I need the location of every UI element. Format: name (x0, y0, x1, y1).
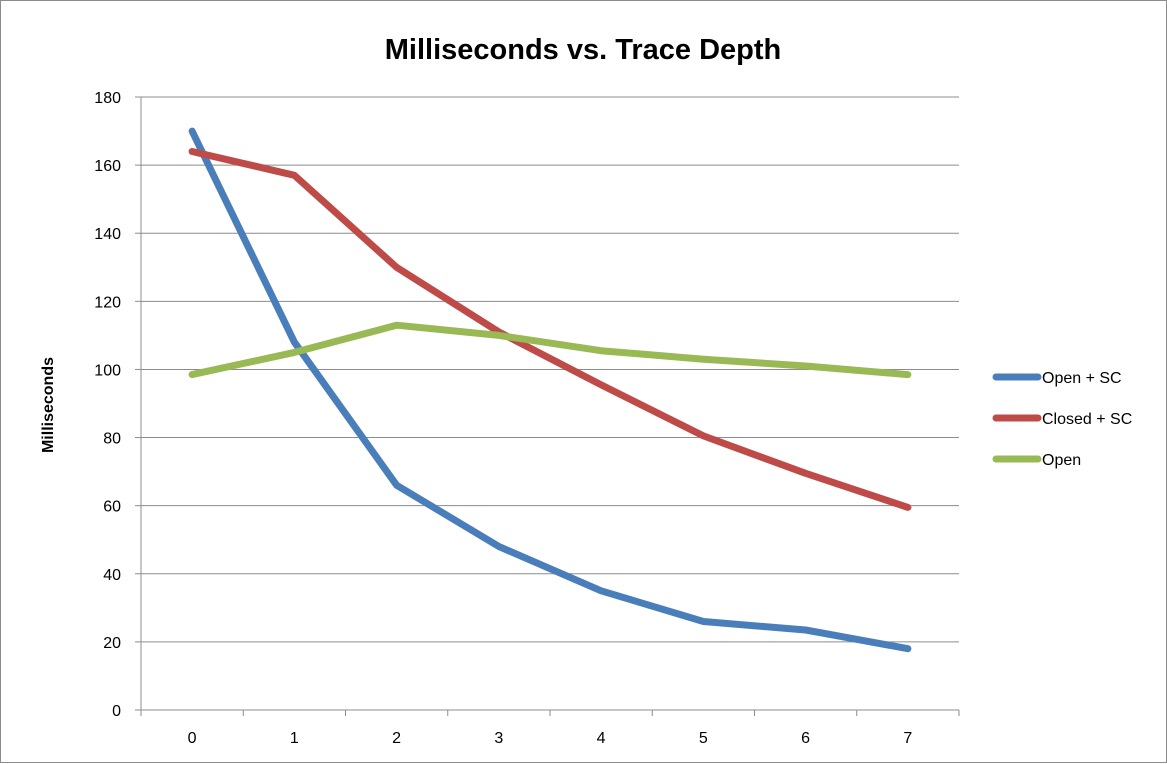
x-tick-label: 3 (494, 730, 503, 747)
legend-label: Closed + SC (1042, 411, 1132, 428)
y-tick-label: 140 (94, 226, 121, 243)
y-tick-label: 60 (103, 499, 121, 516)
y-tick-label: 40 (103, 567, 121, 584)
series-line-closed-sc (188, 148, 912, 511)
x-tick-label: 1 (290, 730, 299, 747)
y-tick-label: 180 (94, 90, 121, 107)
x-tick-labels: 0 1 2 3 4 5 6 7 (188, 730, 913, 747)
y-tick-label: 20 (103, 635, 121, 652)
series-lines (188, 127, 912, 653)
x-tick-label: 7 (903, 730, 912, 747)
axes (135, 96, 960, 716)
y-tick-label: 100 (94, 362, 121, 379)
legend-label: Open (1042, 452, 1081, 469)
y-tick-label: 0 (112, 703, 121, 720)
y-tick-labels: 0 20 40 60 80 100 120 140 160 180 (94, 90, 121, 720)
series-line-open-sc (188, 127, 912, 653)
x-tick-label: 0 (188, 730, 197, 747)
chart-title: Milliseconds vs. Trace Depth (385, 34, 781, 66)
y-tick-label: 120 (94, 294, 121, 311)
x-tick-label: 4 (597, 730, 606, 747)
legend: Open + SC Closed + SC Open (992, 370, 1132, 469)
y-tick-label: 160 (94, 158, 121, 175)
series-line-open (188, 321, 912, 379)
y-axis-label: Milliseconds (40, 357, 57, 453)
x-tick-label: 5 (699, 730, 708, 747)
x-tick-label: 6 (801, 730, 810, 747)
x-tick-label: 2 (392, 730, 401, 747)
y-tick-label: 80 (103, 431, 121, 448)
legend-label: Open + SC (1042, 370, 1122, 387)
